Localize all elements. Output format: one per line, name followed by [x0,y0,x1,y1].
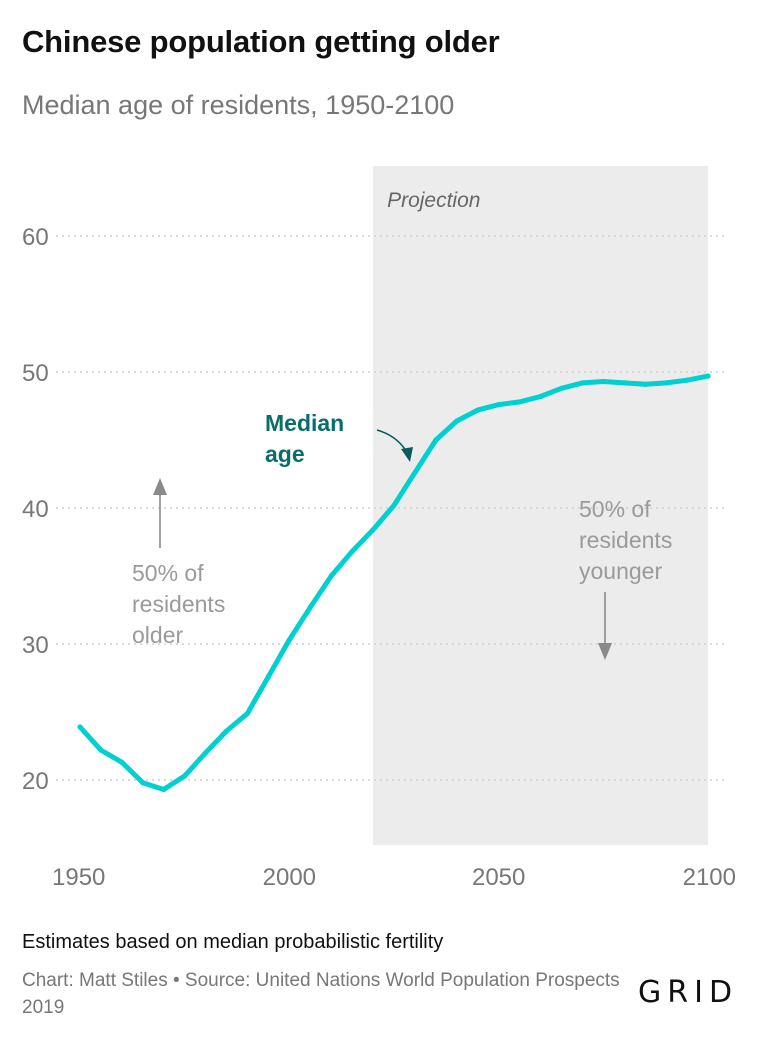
x-tick-label-2100: 2100 [683,864,736,891]
data-point-2020 [370,527,376,533]
data-point-2050 [496,402,502,408]
x-tick-label-1950: 1950 [52,864,105,891]
y-tick-label-60: 60 [22,224,49,251]
data-point-1990 [244,710,251,716]
data-point-2060 [537,393,544,400]
y-tick-label-50: 50 [22,360,49,387]
data-point-2080 [621,380,627,386]
projection-region [373,166,708,845]
data-point-2015 [349,548,355,555]
data-point-2065 [558,385,565,391]
data-point-2040 [454,418,460,424]
data-point-2030 [412,470,418,476]
data-point-2055 [517,399,523,405]
footnote: Estimates based on median probabilistic … [22,931,444,953]
data-point-2035 [433,437,439,443]
data-point-2010 [328,573,334,579]
series-label-median-age: Median age [265,410,344,467]
data-point-1965 [140,780,146,786]
data-point-2085 [642,381,648,387]
grid-logo: GRID [638,975,739,1010]
data-point-2095 [684,377,690,383]
data-point-2025 [391,502,397,508]
data-point-2070 [579,380,586,386]
data-point-1960 [119,759,125,765]
y-tick-label-30: 30 [22,632,49,659]
data-point-2000 [286,637,292,643]
data-point-1975 [182,773,188,779]
data-point-2005 [307,604,313,610]
x-tick-label-2050: 2050 [472,864,525,891]
data-point-2045 [475,407,481,413]
data-point-1995 [265,674,271,680]
older-arrowhead [153,478,167,495]
chart-subtitle: Median age of residents, 1950-2100 [22,90,455,120]
x-tick-label-2000: 2000 [263,864,316,891]
younger-annotation: 50% of residents younger [579,496,672,584]
source-credit: Chart: Matt Stiles • Source: United Nati… [22,970,620,1018]
data-point-1970 [161,786,167,793]
data-point-1950 [77,724,83,730]
data-point-1980 [203,750,209,756]
data-point-2090 [663,380,669,386]
data-point-1985 [223,728,230,734]
data-point-2100 [705,373,711,379]
y-tick-label-20: 20 [22,768,49,795]
chart-title: Chinese population getting older [22,24,500,59]
line-chart: Projection 20 30 40 50 60 1950 2000 2050 2100 Medi… [22,166,736,891]
younger-arrowhead [598,643,612,660]
data-point-2075 [600,378,606,385]
projection-label: Projection [387,189,480,212]
series-label-arrowhead [401,447,413,462]
y-tick-label-40: 40 [22,496,49,523]
data-point-1955 [98,747,104,753]
older-annotation: 50% of residents older [132,560,225,648]
